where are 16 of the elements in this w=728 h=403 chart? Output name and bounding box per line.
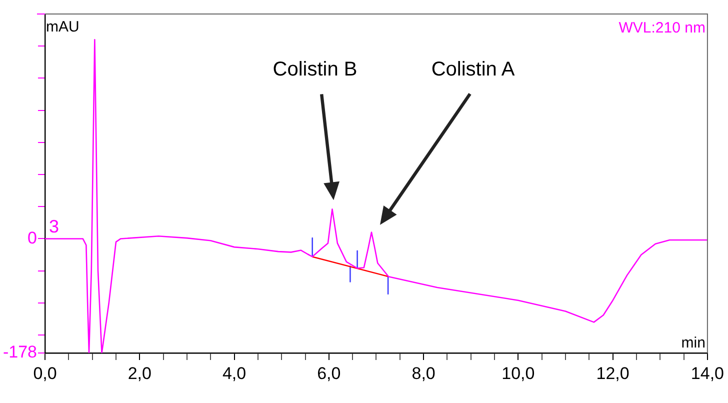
x-tick-label: 4,0	[222, 364, 246, 383]
x-tick-label: 8,0	[412, 364, 436, 383]
x-tick-label: 0,0	[33, 364, 57, 383]
y-tick-label: -178	[2, 342, 37, 362]
x-tick-label: 12,0	[596, 364, 630, 383]
annotation: WVL:210 nm	[618, 20, 706, 37]
annotation: Colistin A	[431, 58, 516, 81]
y-axis-title: mAU	[46, 18, 80, 36]
annotation: 3	[49, 216, 60, 237]
x-tick-label: 6,0	[317, 364, 341, 383]
x-tick-label: 2,0	[128, 364, 152, 383]
x-tick-label: 10,0	[502, 364, 535, 383]
x-axis-title: min	[681, 334, 706, 352]
x-tick-label: 14,0	[690, 364, 724, 383]
annotation: Colistin B	[272, 58, 358, 81]
y-tick-label: 0	[28, 228, 37, 248]
